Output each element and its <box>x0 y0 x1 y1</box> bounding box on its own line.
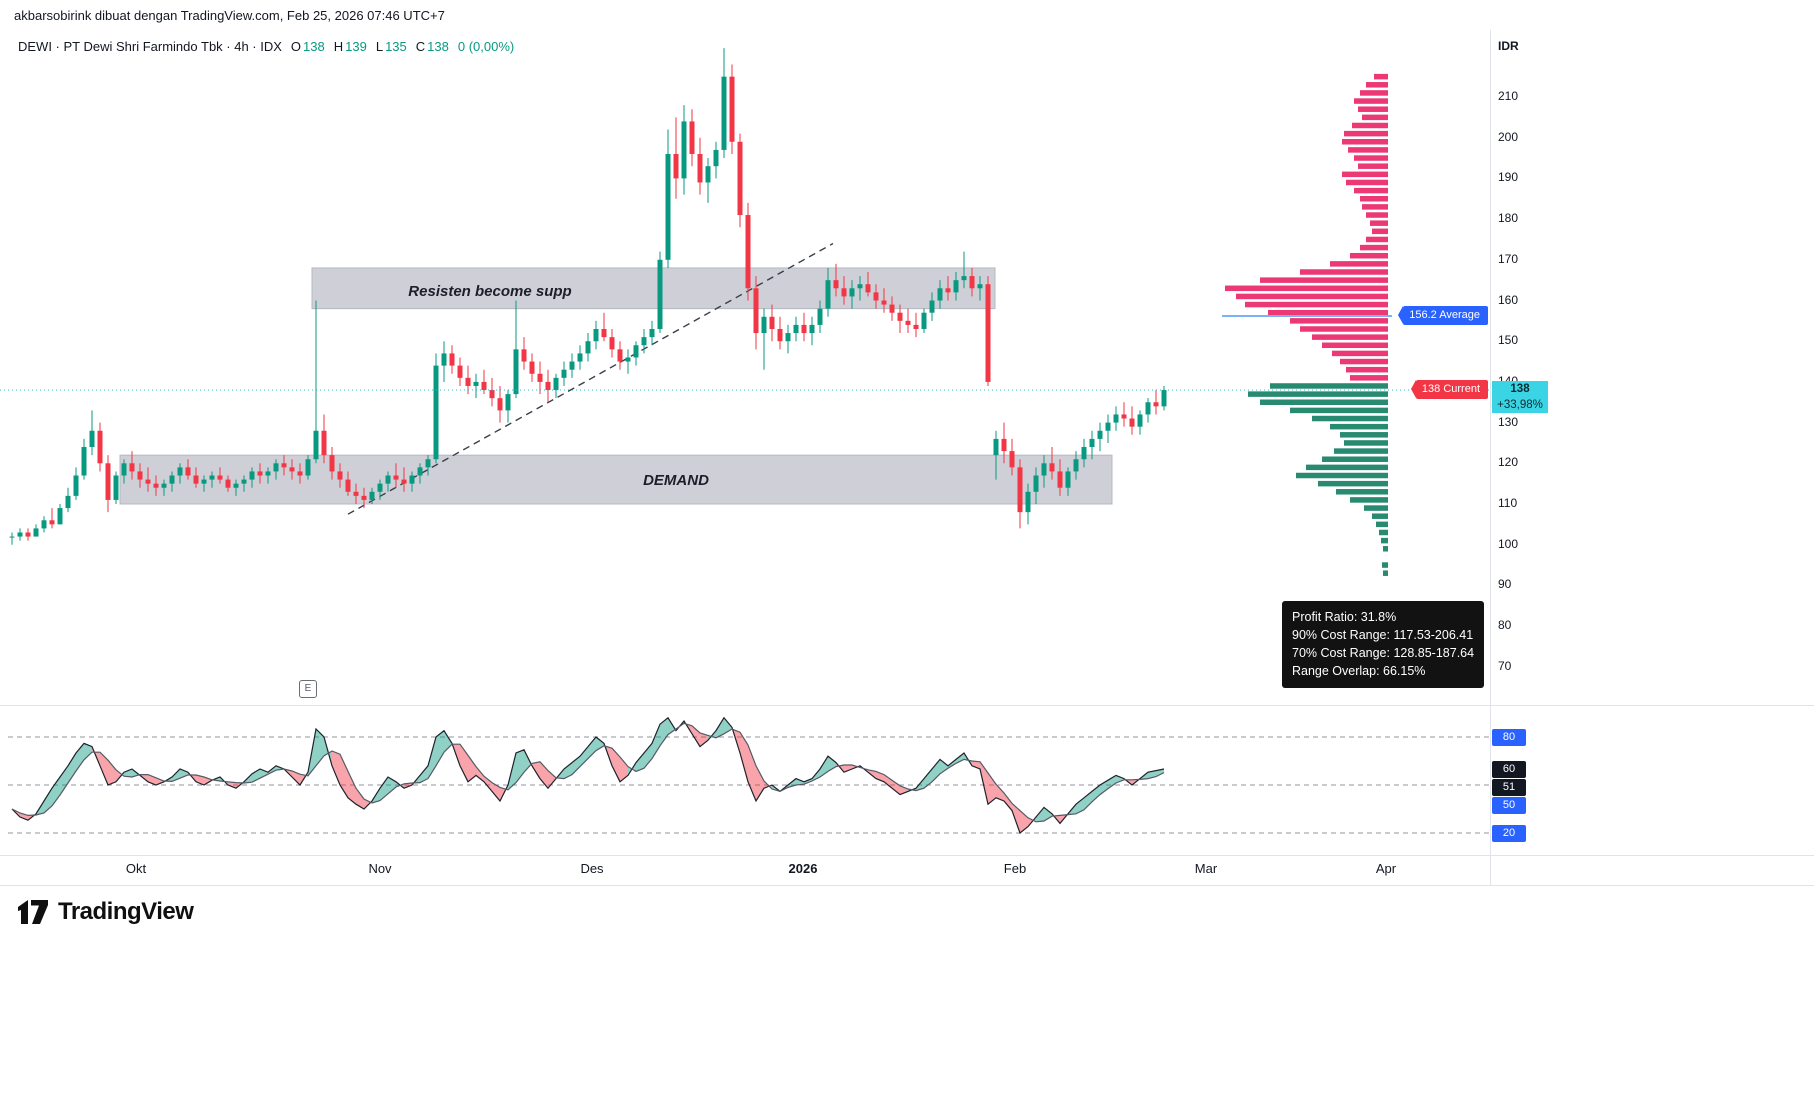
price-axis-label: 80 <box>1498 618 1512 633</box>
ohlc-high-value: 139 <box>345 39 367 54</box>
symbol-title[interactable]: DEWI · PT Dewi Shri Farmindo Tbk · 4h · … <box>18 39 282 54</box>
price-axis-label: 130 <box>1498 414 1519 429</box>
price-axis-label: 190 <box>1498 170 1519 185</box>
ohlc-high-label: H <box>333 39 344 54</box>
price-axis-label: 100 <box>1498 536 1519 551</box>
indicator-axis-label: 60 <box>1492 761 1526 778</box>
time-axis-label: 2026 <box>788 861 818 876</box>
time-axis-label: Okt <box>125 861 147 876</box>
time-axis-label: Feb <box>1003 861 1027 876</box>
average-price-tag: 156.2 Average <box>1398 306 1488 325</box>
tradingview-logo-text: TradingView <box>58 898 194 925</box>
ohlc-change-value: 0 (0,00%) <box>457 39 515 54</box>
ohlc-close-value: 138 <box>427 39 449 54</box>
price-axis-label: 150 <box>1498 333 1519 348</box>
time-axis-label: Mar <box>1194 861 1218 876</box>
tooltip-line-profit-ratio: Profit Ratio: 31.8% <box>1292 610 1397 624</box>
tradingview-logo-icon <box>18 900 48 924</box>
tooltip-line-90-cost-range: 90% Cost Range: 117.53-206.41 <box>1292 628 1474 643</box>
current-price-change: +33,98% <box>1492 397 1548 413</box>
price-axis-label: 180 <box>1498 211 1519 226</box>
time-axis-label: Des <box>580 861 604 876</box>
indicator-axis-label: 51 <box>1492 779 1526 796</box>
price-axis-label: 210 <box>1498 89 1519 103</box>
demand-zone-label: DEMAND <box>643 472 709 489</box>
ohlc-low-label: L <box>375 39 384 54</box>
profit-ratio-tooltip: Profit Ratio: 31.8% 90% Cost Range: 117.… <box>1282 601 1485 688</box>
ohlc-open-value: 138 <box>303 39 325 54</box>
current-price-value: 138 <box>1492 381 1548 397</box>
price-axis-label: 90 <box>1498 577 1512 592</box>
time-axis-label: Nov <box>368 861 392 876</box>
ohlc-close-label: C <box>415 39 426 54</box>
attribution-text: akbarsobirink dibuat dengan TradingView.… <box>14 8 445 23</box>
current-price-tag: 138 Current <box>1410 380 1488 399</box>
earnings-marker[interactable]: E <box>299 680 317 698</box>
price-axis-label: 170 <box>1498 251 1519 266</box>
indicator-axis-label: 80 <box>1492 729 1526 746</box>
price-axis-label: 200 <box>1498 129 1519 144</box>
symbol-info-row: DEWI · PT Dewi Shri Farmindo Tbk · 4h · … <box>18 39 514 54</box>
resistance-zone-label: Resisten become supp <box>408 283 572 300</box>
indicator-axis-label: 50 <box>1492 797 1526 814</box>
price-axis-label: 120 <box>1498 455 1519 470</box>
ohlc-open-label: O <box>290 39 302 54</box>
tooltip-line-70-cost-range: 70% Cost Range: 128.85-187.64 <box>1292 646 1475 661</box>
current-price-axis-tag: 138 +33,98% <box>1492 381 1548 413</box>
tooltip-line-range-overlap: Range Overlap: 66.15% <box>1292 664 1426 679</box>
price-axis-label: 160 <box>1498 292 1519 307</box>
price-axis-label: 70 <box>1498 658 1512 673</box>
price-scale-currency[interactable]: IDR <box>1498 39 1519 53</box>
ohlc-low-value: 135 <box>385 39 407 54</box>
tradingview-logo[interactable]: TradingView <box>16 898 194 926</box>
price-axis-label: 110 <box>1498 496 1518 510</box>
indicator-axis-label: 20 <box>1492 825 1526 842</box>
time-axis-label: Apr <box>1375 861 1397 876</box>
